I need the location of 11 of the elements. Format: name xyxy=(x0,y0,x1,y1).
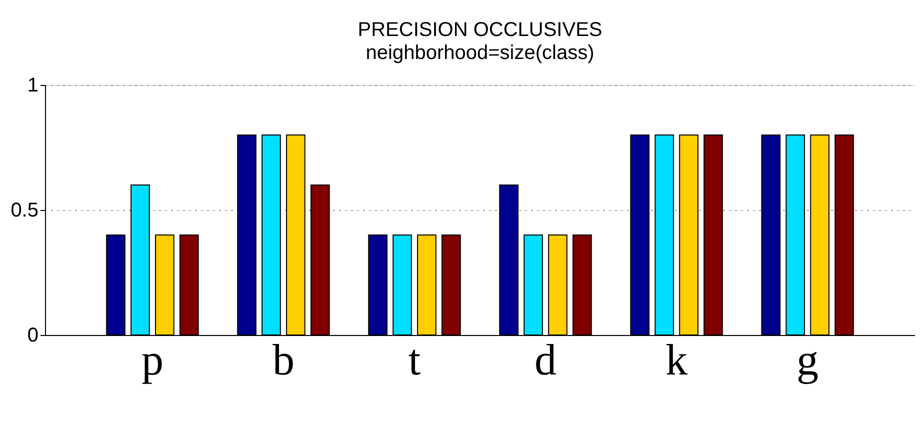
x-tick-label: g xyxy=(796,336,819,384)
y-tick-label: 0.5 xyxy=(10,200,38,222)
x-tick-label: p xyxy=(141,336,164,384)
x-tick-label: d xyxy=(534,336,557,384)
y-tick-label: 1 xyxy=(27,74,38,96)
x-tick-label: k xyxy=(666,336,688,384)
chart-subtitle: neighborhood=size(class) xyxy=(366,42,594,64)
chart-title: PRECISION OCCLUSIVES xyxy=(358,19,602,41)
y-tick-label: 0 xyxy=(27,324,38,346)
x-tick-label: t xyxy=(408,336,421,384)
x-tick-label: b xyxy=(272,336,294,384)
